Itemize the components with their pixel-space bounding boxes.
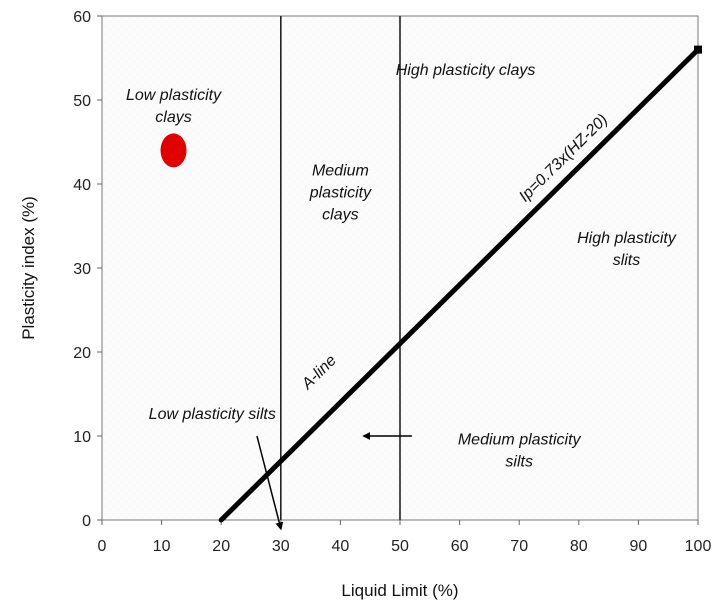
- region-label: silts: [505, 453, 533, 470]
- a-line: [218, 47, 701, 523]
- x-tick-label: 60: [451, 538, 469, 555]
- y-tick-label: 0: [82, 513, 91, 530]
- y-tick-label: 30: [73, 261, 91, 278]
- region-label: Medium: [312, 163, 369, 180]
- x-tick-label: 90: [630, 538, 648, 555]
- region-label: clays: [322, 207, 358, 224]
- a-line-end-marker: [694, 45, 702, 54]
- region-label: clays: [155, 109, 191, 126]
- region-label: slits: [613, 252, 641, 269]
- y-tick-label: 40: [73, 177, 91, 194]
- region-label: Low plasticity: [126, 87, 222, 104]
- region-label: plasticity: [309, 185, 372, 202]
- x-tick-label: 0: [98, 538, 107, 555]
- ticks: 0 10 20 30 40 50 60 70 80 90 100 0 10 20 30 40 50 60: [73, 9, 711, 555]
- plot-lines: [160, 16, 702, 531]
- region-label: Low plasticity silts: [149, 406, 276, 423]
- arrow: [256, 435, 284, 531]
- x-tick-label: 70: [510, 538, 528, 555]
- x-tick-label: 10: [153, 538, 171, 555]
- y-tick-label: 10: [73, 429, 91, 446]
- region-label: High plasticity: [577, 230, 677, 247]
- x-axis-title: Liquid Limit (%): [341, 581, 458, 600]
- region-label: Medium plasticity: [458, 431, 582, 448]
- x-tick-label: 100: [685, 538, 712, 555]
- y-axis-title: Plasticity index (%): [19, 196, 38, 340]
- y-tick-label: 50: [73, 93, 91, 110]
- y-tick-label: 20: [73, 345, 91, 362]
- x-tick-label: 20: [212, 538, 230, 555]
- x-tick-label: 30: [272, 538, 290, 555]
- region-label: High plasticity clays: [396, 62, 536, 79]
- x-tick-label: 40: [332, 538, 350, 555]
- x-tick-label: 80: [570, 538, 588, 555]
- x-tick-label: 50: [391, 538, 409, 555]
- y-tick-label: 60: [73, 9, 91, 26]
- data-point: [160, 133, 187, 168]
